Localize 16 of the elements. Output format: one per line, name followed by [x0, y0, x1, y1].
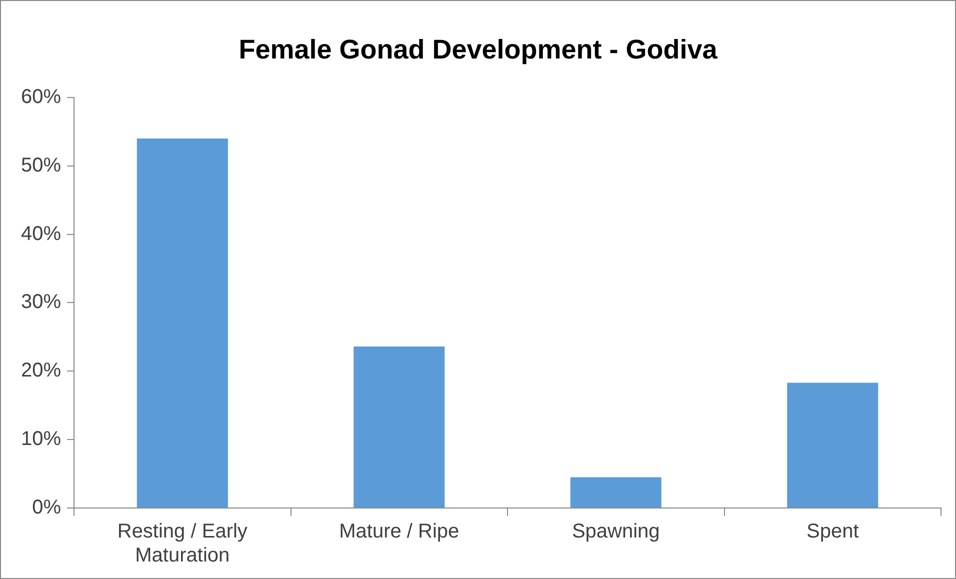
y-tick-label: 20% [21, 360, 62, 382]
y-tick-label: 60% [21, 86, 62, 108]
x-tick-label: Spawning [572, 520, 660, 543]
y-tick-label: 30% [21, 291, 62, 314]
y-tick-label: 50% [21, 154, 62, 176]
bar [787, 382, 878, 508]
bar [354, 346, 445, 508]
y-tick-label: 40% [21, 222, 62, 245]
chart-title: Female Gonad Development - Godiva [238, 34, 718, 65]
x-tick-label: Resting / Early Maturation [117, 520, 248, 567]
y-tick-label: 10% [21, 428, 62, 450]
bar [136, 138, 228, 508]
x-tick-label: Spent [806, 520, 860, 543]
y-tick-label: 0% [32, 496, 62, 519]
x-tick-label: Mature / Ripe [339, 520, 460, 543]
bar [570, 477, 662, 508]
